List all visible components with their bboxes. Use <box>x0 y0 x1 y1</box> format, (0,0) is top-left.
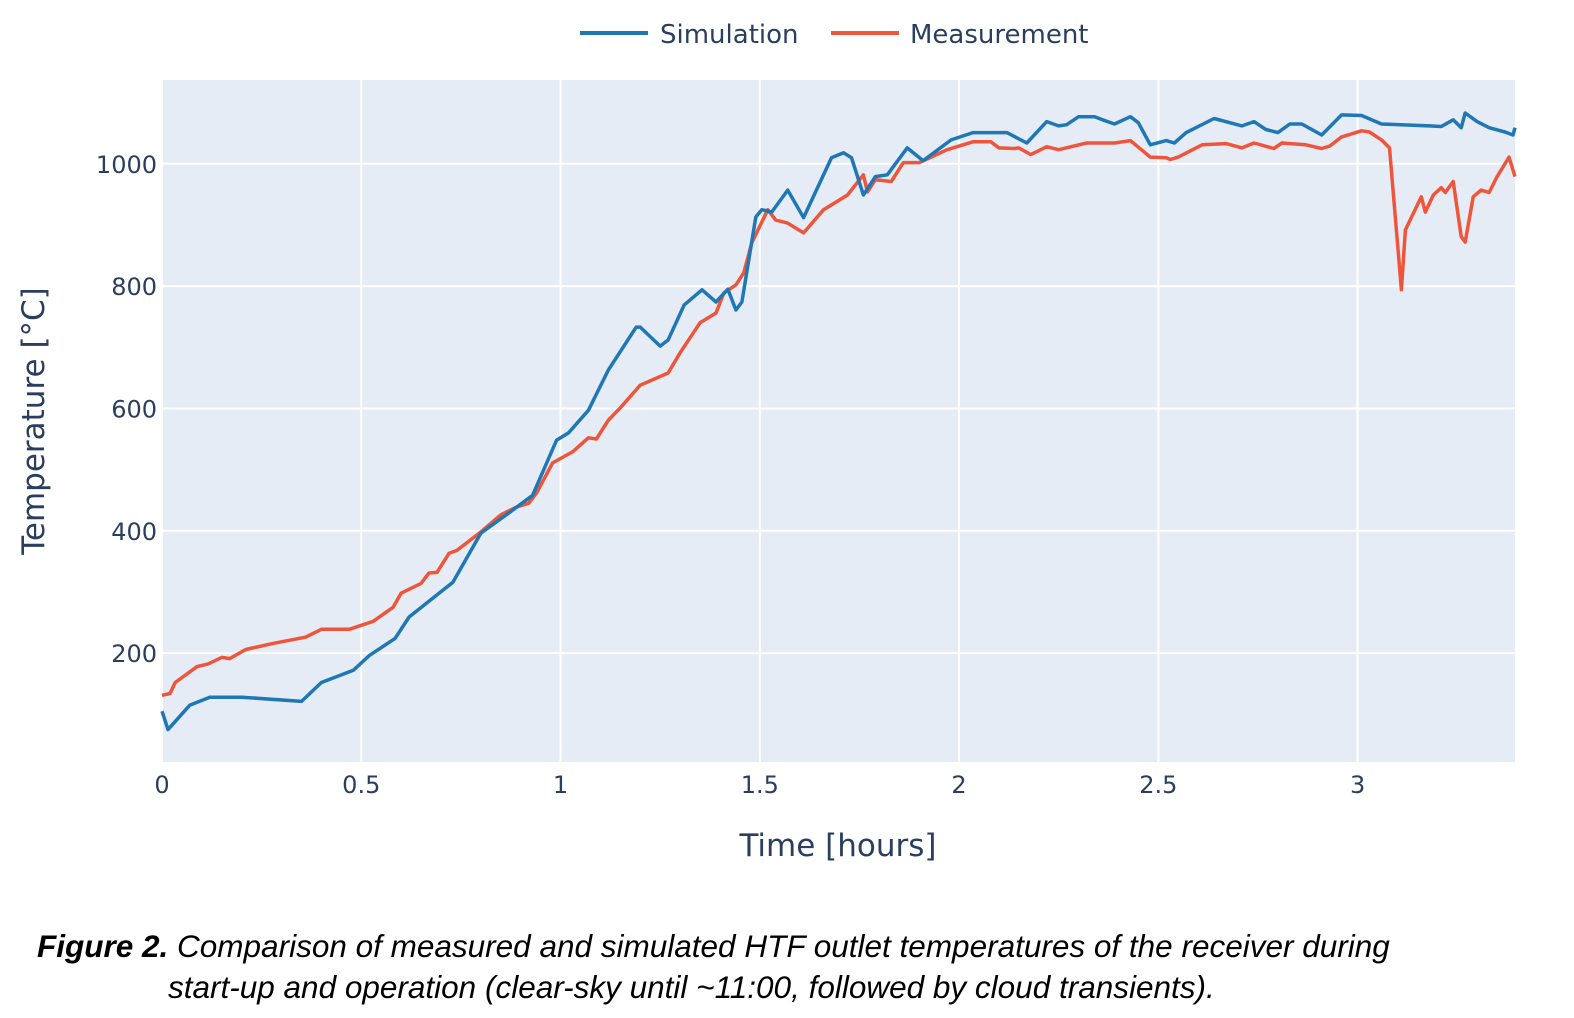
caption-line-2: start-up and operation (clear-sky until … <box>168 969 1215 1005</box>
series-line-measurement <box>161 129 1517 698</box>
x-tick-label: 1 <box>553 771 568 799</box>
y-axis-label: Temperature [°C] <box>16 287 52 556</box>
plot-background <box>162 80 1515 762</box>
caption-line-1: Comparison of measured and simulated HTF… <box>168 928 1390 964</box>
x-tick-label: 0.5 <box>342 771 380 799</box>
y-tick-label: 1000 <box>96 151 157 179</box>
x-tick-label: 3 <box>1350 771 1365 799</box>
y-axis-ticks: 200 400 600 800 1000 <box>96 151 157 668</box>
x-axis-label: Time [hours] <box>738 828 936 864</box>
y-tick-label: 800 <box>111 273 157 301</box>
legend-label-measurement: Measurement <box>910 20 1089 50</box>
x-axis-ticks: 0 0.5 1 1.5 2 2.5 3 <box>154 771 1365 799</box>
figure-caption: Figure 2. Comparison of measured and sim… <box>0 926 1574 1008</box>
x-tick-label: 2 <box>951 771 966 799</box>
grid-lines <box>161 80 1515 762</box>
line-chart: 0 0.5 1 1.5 2 2.5 3 200 400 600 800 1000 Time [hou… <box>16 20 1517 864</box>
y-tick-label: 200 <box>111 640 157 668</box>
x-tick-label: 0 <box>154 771 169 799</box>
x-tick-label: 2.5 <box>1139 771 1177 799</box>
x-tick-label: 1.5 <box>741 771 779 799</box>
legend-label-simulation: Simulation <box>660 20 799 50</box>
series-line-simulation <box>160 111 1517 732</box>
y-tick-label: 600 <box>111 395 157 423</box>
series-lines <box>160 111 1517 732</box>
y-tick-label: 400 <box>111 518 157 546</box>
legend: Simulation Measurement <box>580 20 1089 50</box>
caption-label: Figure 2. <box>37 928 169 964</box>
